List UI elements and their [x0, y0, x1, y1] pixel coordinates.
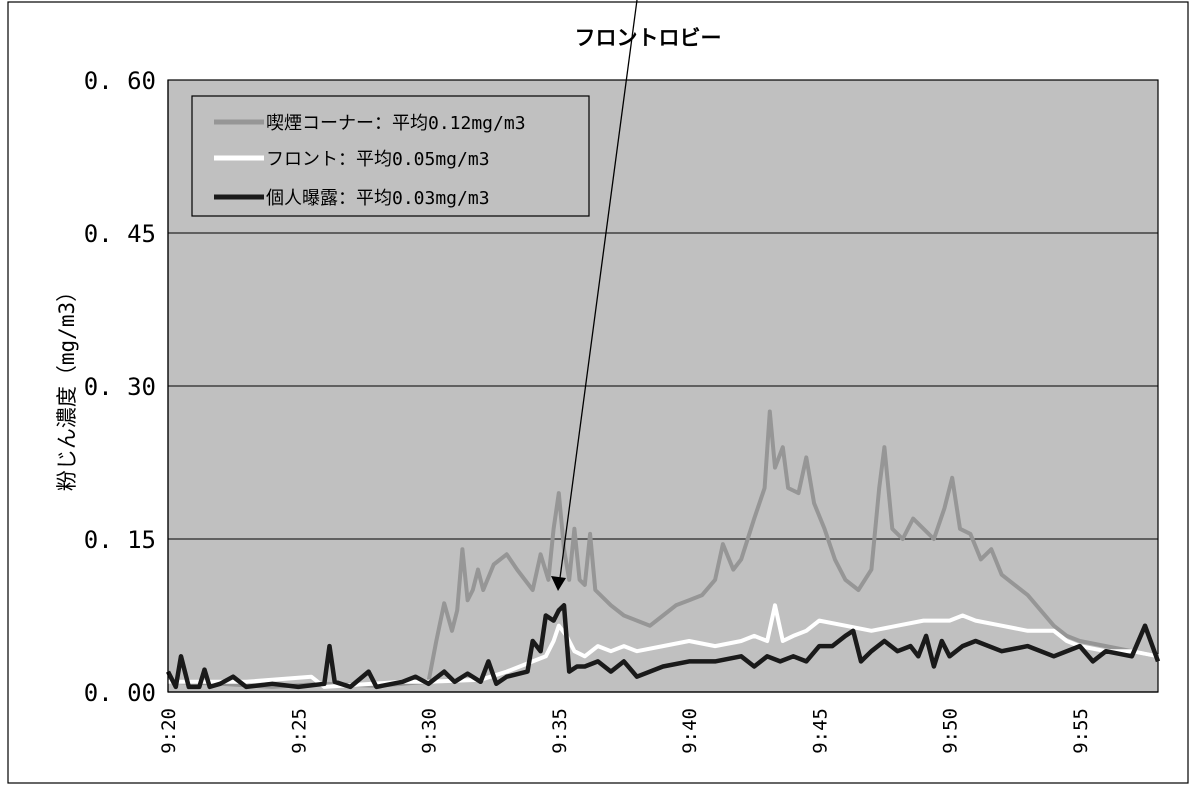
annotation-arrow-line: [559, 0, 638, 579]
x-tick-label: 9:40: [679, 708, 701, 754]
y-axis-label: 粉じん濃度（mg/m3）: [55, 281, 79, 491]
gridlines: [168, 232, 1158, 540]
legend-label-smoking: 喫煙コーナー：平均0.12mg/m3: [266, 113, 526, 134]
series-line-personal-exposure: [165, 603, 1161, 690]
series-line-front: [168, 603, 1159, 689]
x-tick-label: 9:50: [940, 708, 962, 754]
legend-label-personal: 個人曝露：平均0.03mg/m3: [266, 188, 490, 209]
x-tick-label: 9:30: [419, 708, 441, 754]
annotation-label: フロントロビー: [575, 26, 722, 50]
x-tick-label: 9:55: [1070, 708, 1092, 754]
x-tick-label: 9:35: [549, 708, 571, 754]
x-tick-label: 9:45: [809, 708, 831, 754]
legend-label-front: フロント：平均0.05mg/m3: [266, 149, 490, 170]
y-tick-label: 0. 45: [84, 220, 156, 248]
x-tick-label: 9:20: [158, 708, 180, 754]
y-tick-label: 0. 00: [84, 679, 156, 707]
annotation-arrowhead: [551, 576, 566, 591]
y-tick-label: 0. 15: [84, 526, 156, 554]
legend: 喫煙コーナー：平均0.12mg/m3 フロント：平均0.05mg/m3 個人曝露…: [191, 95, 590, 217]
y-tick-label: 0. 30: [84, 373, 156, 401]
x-axis-ticks: 9:20 9:25 9:30 9:35 9:40 9:45 9:50 9:55: [158, 708, 1092, 754]
annotation: フロントロビー: [551, 0, 722, 591]
y-tick-label: 0. 60: [84, 67, 156, 95]
series-line-smoking-corner: [167, 409, 1159, 689]
x-tick-label: 9:25: [288, 708, 310, 754]
series-lines: [165, 409, 1161, 690]
y-axis-ticks: 0. 00 0. 15 0. 30 0. 45 0. 60: [84, 67, 156, 707]
